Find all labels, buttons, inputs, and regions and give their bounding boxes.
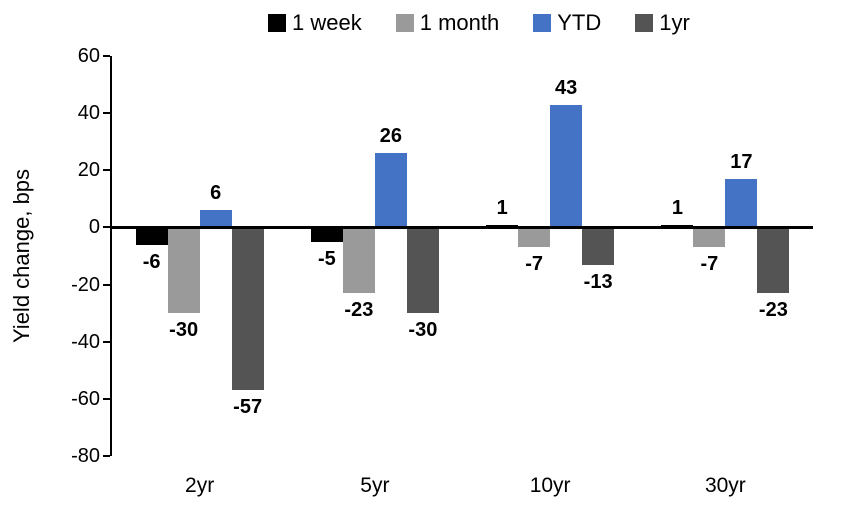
- legend-swatch-icon: [533, 14, 552, 32]
- legend-swatch-icon: [395, 14, 414, 32]
- y-axis-title: Yield change, bps: [9, 168, 34, 344]
- y-axis-tick-label: -40: [71, 330, 100, 353]
- y-axis-tick: [103, 455, 110, 457]
- bar-ytd-5yr: [374, 153, 407, 228]
- legend-item-1-week: 1 week: [268, 10, 362, 36]
- legend-item-1yr: 1yr: [635, 10, 690, 36]
- bar-1-week-2yr: [135, 227, 168, 245]
- y-axis-tick-label: 20: [77, 159, 100, 182]
- legend-label: 1 week: [292, 10, 362, 35]
- x-axis-category-label: 5yr: [360, 474, 390, 497]
- y-axis-line: [110, 56, 112, 456]
- bar-data-label: -23: [758, 299, 788, 322]
- chart-legend: 1 week 1 month YTD 1yr: [268, 10, 690, 36]
- bar-data-label: 43: [555, 76, 578, 99]
- legend-label: 1yr: [659, 10, 690, 35]
- bar-1yr-5yr: [406, 227, 439, 314]
- y-axis-tick-label: -60: [71, 387, 100, 410]
- x-axis-category-label: 30yr: [704, 474, 746, 497]
- legend-swatch-icon: [635, 14, 654, 32]
- legend-item-ytd: YTD: [533, 10, 601, 36]
- bar-1-week-5yr: [310, 227, 343, 242]
- bar-ytd-2yr: [199, 210, 232, 228]
- bar-data-label: -57: [233, 396, 263, 419]
- bar-data-label: -7: [700, 253, 719, 276]
- bar-data-label: -23: [344, 299, 374, 322]
- legend-label: YTD: [557, 10, 602, 35]
- bar-data-label: 6: [210, 182, 222, 205]
- y-axis-tick: [103, 340, 110, 343]
- legend-swatch-icon: [268, 14, 286, 32]
- bar-1-month-2yr: [167, 227, 200, 314]
- x-axis-category-label: 10yr: [529, 474, 571, 497]
- bar-data-label: 26: [379, 125, 402, 148]
- y-axis-tick: [103, 283, 110, 286]
- bar-data-label: -6: [142, 250, 161, 273]
- y-axis-tick: [103, 226, 110, 229]
- y-axis-tick: [103, 55, 110, 57]
- bar-ytd-10yr: [550, 104, 583, 228]
- y-axis-tick: [103, 397, 110, 400]
- y-axis-tick-label: 60: [77, 45, 100, 67]
- y-axis-tick-label: 40: [77, 102, 100, 125]
- bar-data-label: -13: [583, 270, 613, 293]
- bar-data-label: -5: [317, 247, 336, 270]
- bar-1-month-30yr: [693, 227, 726, 248]
- legend-label: 1 month: [419, 10, 500, 35]
- bar-1yr-2yr: [231, 227, 264, 391]
- y-axis-tick-label: -20: [71, 273, 100, 296]
- bar-1-month-10yr: [518, 227, 551, 248]
- y-axis-tick: [103, 112, 110, 115]
- bar-1-month-5yr: [342, 227, 375, 294]
- bar-data-label: 1: [671, 196, 683, 219]
- bar-data-label: -30: [408, 319, 438, 342]
- legend-item-1-month: 1 month: [395, 10, 500, 36]
- y-axis-tick: [103, 169, 110, 172]
- bar-1yr-10yr: [582, 227, 615, 265]
- zero-baseline: [112, 225, 813, 229]
- x-axis-category-label: 2yr: [185, 474, 215, 497]
- bar-data-label: -7: [525, 253, 544, 276]
- y-axis-tick-label: 0: [88, 216, 100, 239]
- bar-ytd-30yr: [725, 178, 758, 228]
- y-axis-tick-label: -80: [71, 445, 100, 467]
- bar-data-label: 1: [496, 196, 508, 219]
- bar-1yr-30yr: [757, 227, 790, 294]
- bar-data-label: -30: [169, 319, 199, 342]
- bar-data-label: 17: [730, 150, 753, 173]
